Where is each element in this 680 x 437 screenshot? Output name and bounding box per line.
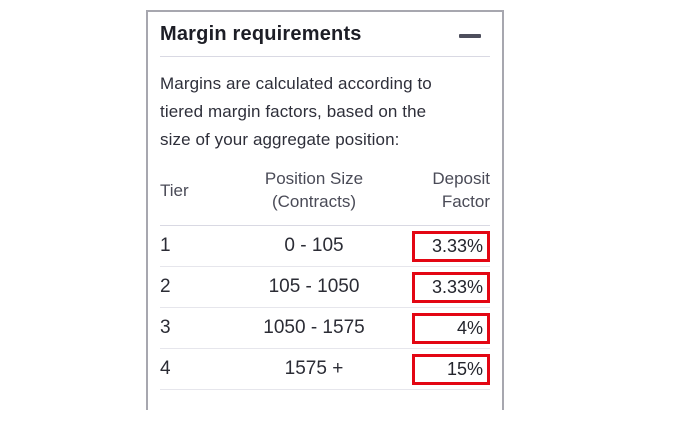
panel-header: Margin requirements	[160, 12, 490, 57]
margin-tiers-table: Tier Position Size (Contracts) Deposit F…	[160, 167, 490, 390]
highlight-box: 4%	[412, 312, 490, 344]
column-header-position-size: Position Size (Contracts)	[264, 169, 364, 211]
deposit-factor-cell: 4%	[406, 312, 490, 344]
table-row: 3 1050 - 1575 4%	[160, 308, 490, 349]
deposit-factor-cell: 3.33%	[406, 230, 490, 262]
deposit-factor-cell: 15%	[406, 353, 490, 385]
tier-cell: 4	[160, 358, 171, 379]
position-size-cell: 1050 - 1575	[263, 317, 365, 338]
column-header-deposit-factor: Deposit Factor	[432, 169, 490, 211]
description-line: size of your aggregate position:	[160, 130, 400, 149]
deposit-factor-cell: 3.33%	[406, 271, 490, 303]
panel-title: Margin requirements	[160, 23, 362, 45]
position-size-cell: 105 - 1050	[268, 276, 360, 297]
margin-requirements-panel: Margin requirements Margins are calculat…	[146, 10, 504, 410]
position-size-cell: 0 - 105	[284, 235, 344, 256]
collapse-button[interactable]	[458, 29, 482, 43]
tier-cell: 3	[160, 317, 171, 338]
highlight-box: 3.33%	[412, 271, 490, 303]
column-header-tier: Tier	[160, 180, 189, 200]
table-row: 2 105 - 1050 3.33%	[160, 267, 490, 308]
highlight-box: 15%	[412, 353, 490, 385]
description-line: tiered margin factors, based on the	[160, 102, 427, 121]
table-row: 4 1575 + 15%	[160, 349, 490, 390]
minus-icon	[459, 34, 481, 38]
panel-description: Margins are calculated according to tier…	[160, 70, 490, 154]
highlight-box: 3.33%	[412, 230, 490, 262]
tier-cell: 1	[160, 235, 171, 256]
table-header-row: Tier Position Size (Contracts) Deposit F…	[160, 167, 490, 226]
table-row: 1 0 - 105 3.33%	[160, 226, 490, 267]
position-size-cell: 1575 +	[284, 358, 344, 379]
description-line: Margins are calculated according to	[160, 74, 432, 93]
tier-cell: 2	[160, 276, 171, 297]
